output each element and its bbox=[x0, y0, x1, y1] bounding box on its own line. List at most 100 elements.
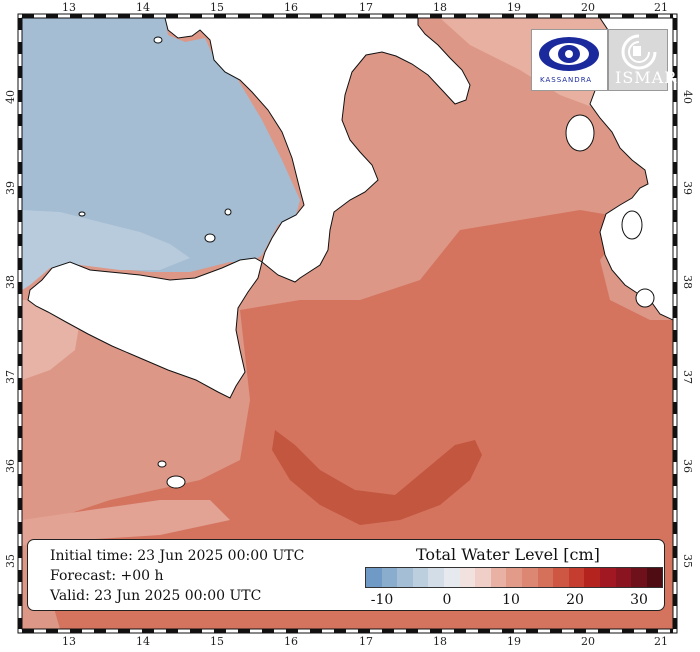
frame-segment bbox=[574, 629, 586, 633]
sea-field-tyrrhenian-edge bbox=[22, 210, 190, 290]
frame-segment bbox=[673, 618, 677, 629]
longitude-label: 21 bbox=[654, 635, 668, 648]
longitude-label: 18 bbox=[433, 635, 447, 648]
frame-segment bbox=[18, 450, 22, 462]
frame-segment bbox=[382, 14, 394, 18]
frame-segment bbox=[166, 629, 178, 633]
frame-segment bbox=[18, 138, 22, 150]
longitude-label: 14 bbox=[136, 635, 150, 648]
island-lipari bbox=[204, 233, 216, 243]
valid-time-text: Valid: 23 Jun 2025 00:00 UTC bbox=[50, 588, 262, 604]
frame-segment bbox=[673, 450, 677, 462]
colorbar-swatch bbox=[599, 568, 616, 587]
frame-segment bbox=[382, 629, 394, 633]
island-ustica bbox=[78, 211, 86, 217]
colorbar bbox=[365, 567, 664, 588]
frame-segment bbox=[18, 570, 22, 582]
island-zakynthos bbox=[635, 288, 655, 308]
latitude-label: 35 bbox=[681, 554, 694, 568]
frame-segment bbox=[18, 42, 22, 54]
longitude-label: 16 bbox=[284, 1, 298, 14]
sea-field-hot-core bbox=[272, 430, 482, 525]
frame-outer-line bbox=[17, 13, 678, 634]
frame-segment bbox=[18, 258, 22, 270]
colorbar-label: 0 bbox=[442, 592, 452, 608]
frame-segment bbox=[673, 426, 677, 438]
latitude-label: 37 bbox=[4, 370, 17, 384]
longitude-label: 13 bbox=[62, 635, 76, 648]
latitude-label: 38 bbox=[681, 275, 694, 289]
frame-segment bbox=[46, 14, 58, 18]
colorbar-swatch bbox=[537, 568, 554, 587]
frame-segment bbox=[430, 629, 442, 633]
frame-segment bbox=[646, 629, 658, 633]
frame-segment bbox=[430, 14, 442, 18]
frame-segment bbox=[18, 402, 22, 414]
frame-segment bbox=[673, 474, 677, 486]
colorbar-label: 30 bbox=[630, 592, 648, 608]
island-capri bbox=[153, 36, 163, 44]
longitude-label: 20 bbox=[581, 1, 595, 14]
latitude-label: 39 bbox=[681, 181, 694, 195]
land-italy bbox=[164, 18, 471, 283]
frame-segment bbox=[673, 330, 677, 342]
latitude-label: 36 bbox=[4, 459, 17, 473]
ismar-emblem-icon bbox=[621, 34, 657, 70]
frame-segment bbox=[262, 14, 274, 18]
frame-segment bbox=[22, 14, 34, 18]
frame-segment bbox=[670, 629, 673, 633]
latitude-label: 36 bbox=[681, 459, 694, 473]
frame-segment bbox=[70, 629, 82, 633]
longitude-label: 16 bbox=[284, 635, 298, 648]
longitude-label: 19 bbox=[507, 635, 521, 648]
frame-segment bbox=[18, 210, 22, 222]
longitude-label: 17 bbox=[359, 1, 373, 14]
frame-segment bbox=[622, 14, 634, 18]
frame-segment bbox=[18, 474, 22, 486]
frame-segment bbox=[673, 66, 677, 78]
colorbar-swatch bbox=[397, 568, 413, 587]
frame-segment bbox=[673, 594, 677, 606]
kassandra-logo: KASSANDRA bbox=[531, 29, 608, 91]
info-legend-box: Initial time: 23 Jun 2025 00:00 UTC Fore… bbox=[27, 539, 665, 611]
frame-segment bbox=[673, 42, 677, 54]
island-stromboli bbox=[224, 208, 232, 216]
ismar-logo: ISMAR bbox=[608, 29, 676, 91]
latitude-label: 40 bbox=[4, 90, 17, 104]
frame-segment bbox=[334, 14, 346, 18]
frame-segment bbox=[18, 330, 22, 342]
frame-segment bbox=[18, 282, 22, 294]
frame-segment bbox=[673, 306, 677, 318]
frame-segment bbox=[18, 186, 22, 198]
frame-segment bbox=[673, 90, 677, 102]
colorbar-swatch bbox=[443, 568, 460, 587]
island-gozo bbox=[157, 460, 167, 468]
frame-segment bbox=[502, 14, 514, 18]
island-kefalonia bbox=[621, 210, 643, 240]
frame-segment bbox=[18, 354, 22, 366]
colorbar-label: 10 bbox=[502, 592, 520, 608]
frame-segment bbox=[310, 14, 322, 18]
frame-segment bbox=[46, 629, 58, 633]
frame-segment bbox=[622, 629, 634, 633]
frame-segment bbox=[673, 546, 677, 558]
frame-segment bbox=[18, 378, 22, 390]
frame-segment bbox=[550, 14, 562, 18]
forecast-text: Forecast: +00 h bbox=[50, 568, 164, 584]
frame-segment bbox=[406, 629, 418, 633]
longitude-label: 18 bbox=[433, 1, 447, 14]
frame-segment bbox=[166, 14, 178, 18]
frame-segment bbox=[673, 498, 677, 510]
frame-segment bbox=[673, 522, 677, 534]
frame-segment bbox=[18, 306, 22, 318]
frame-segment bbox=[238, 629, 250, 633]
frame-segment bbox=[478, 629, 490, 633]
frame-segment bbox=[550, 629, 562, 633]
frame-segment bbox=[673, 258, 677, 270]
frame-segment bbox=[18, 522, 22, 534]
latitude-label: 37 bbox=[681, 370, 694, 384]
latitude-label: 35 bbox=[4, 554, 17, 568]
frame-segment bbox=[18, 426, 22, 438]
ismar-logo-text: ISMAR bbox=[615, 68, 678, 87]
